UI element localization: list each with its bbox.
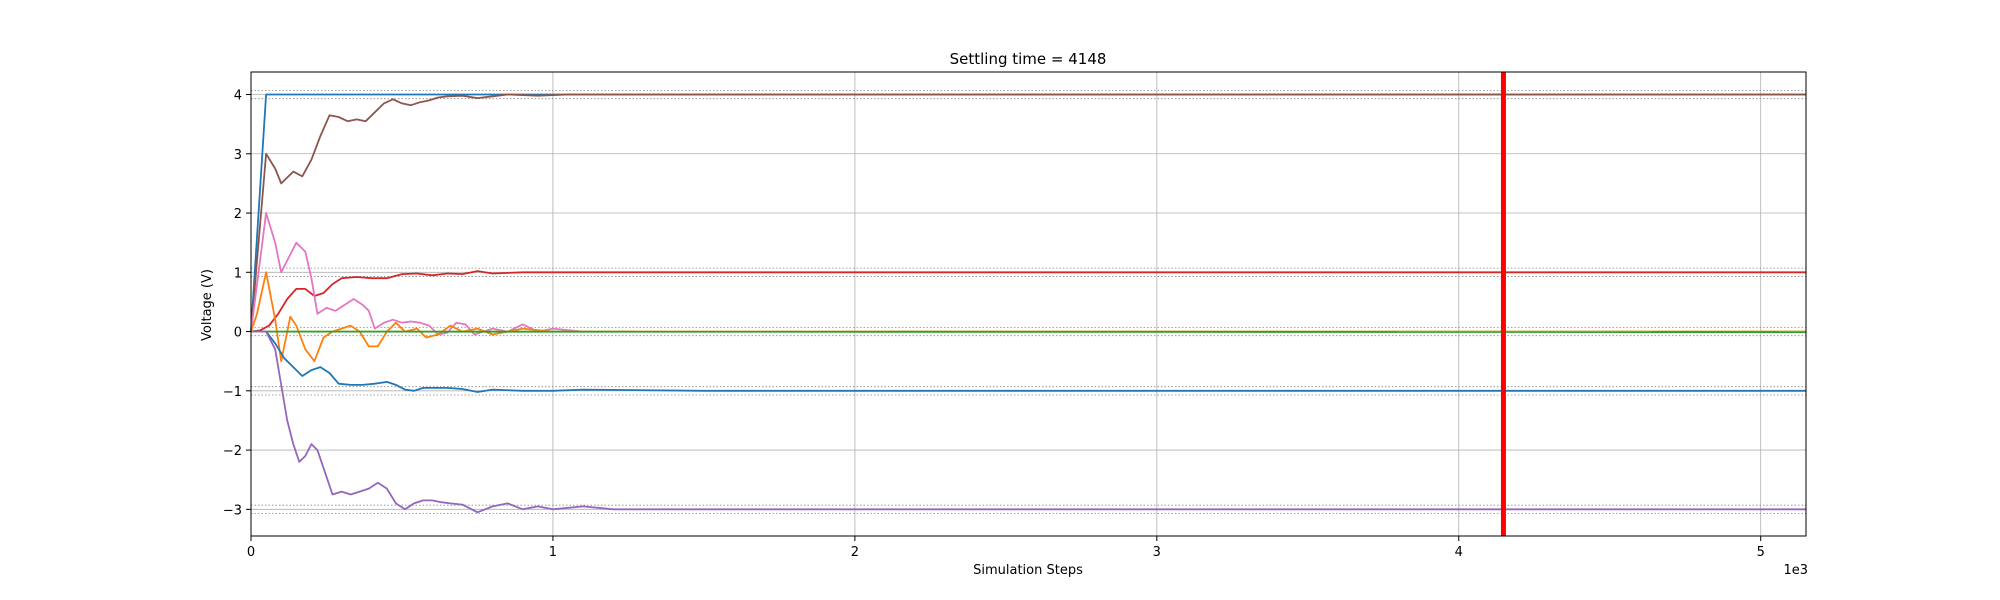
tick-layer: 0 1 2 3 4 5 −3 −2 −1 0 1 2 3 4	[223, 89, 1765, 560]
y-tick-label: −2	[223, 444, 242, 459]
x-offset-label: 1e3	[1783, 563, 1808, 578]
series-line-node-purple	[251, 330, 1806, 514]
tolerance-band-layer	[251, 89, 1806, 514]
y-tick-label: −3	[223, 503, 242, 518]
series-layer	[250, 93, 1807, 514]
series-line-node-brown	[250, 93, 1806, 332]
series-line-node-blue	[251, 330, 1806, 393]
series-line-node-green	[250, 330, 1807, 334]
y-axis-label: Voltage (V)	[200, 269, 215, 341]
plot-frame	[250, 71, 1807, 537]
x-axis-label: Simulation Steps	[973, 563, 1083, 578]
y-tick-label: 3	[234, 148, 242, 163]
series-line-node-pink	[250, 212, 1806, 336]
x-tick-label: 5	[1757, 545, 1765, 560]
x-tick-label: 1	[549, 545, 557, 560]
y-tick-label: 4	[234, 89, 242, 104]
y-tick-label: 0	[234, 326, 242, 341]
x-tick-label: 0	[247, 545, 255, 560]
chart-title: Settling time = 4148	[950, 50, 1107, 68]
y-tick-label: 2	[234, 207, 242, 222]
x-tick-label: 2	[851, 545, 859, 560]
series-line-node-red	[250, 270, 1806, 333]
y-tick-label: −1	[223, 385, 242, 400]
x-tick-label: 4	[1455, 545, 1463, 560]
x-tick-label: 3	[1153, 545, 1161, 560]
y-tick-label: 1	[234, 266, 242, 281]
